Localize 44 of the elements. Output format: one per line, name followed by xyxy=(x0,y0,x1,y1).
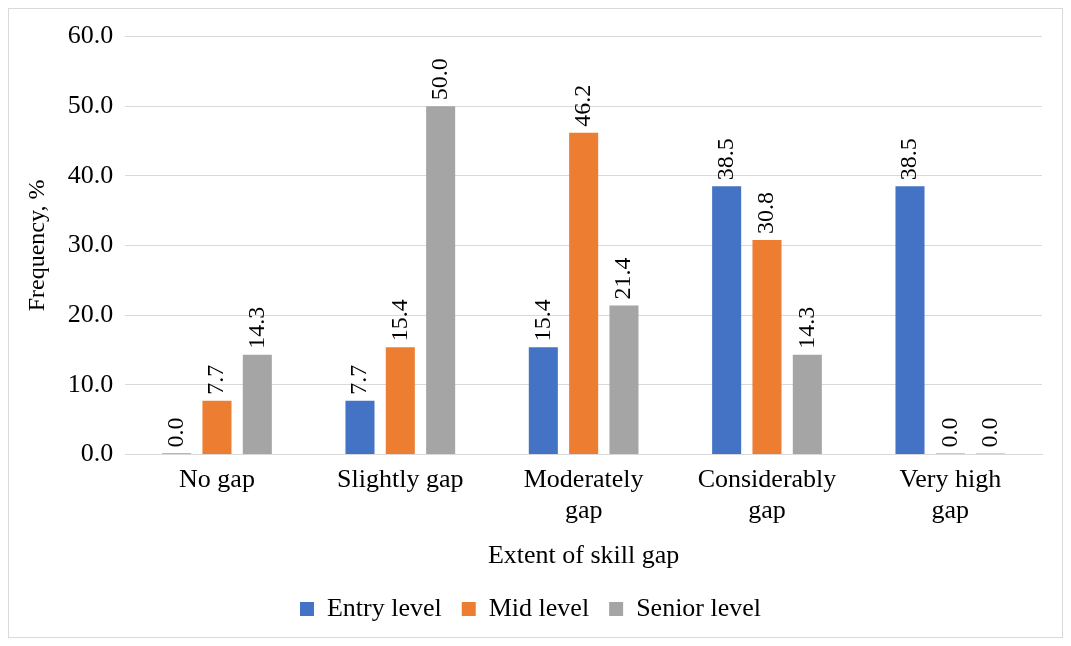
y-tick-label: 60.0 xyxy=(67,20,114,50)
data-label: 50.0 xyxy=(425,58,452,101)
y-tick-label: 0.0 xyxy=(80,438,114,468)
x-tick-label: No gap xyxy=(179,463,255,493)
data-label: 14.3 xyxy=(792,306,819,349)
data-label: 30.8 xyxy=(752,191,779,234)
data-label: 0.0 xyxy=(975,417,1002,448)
data-label: 14.3 xyxy=(242,306,269,349)
data-label: 7.7 xyxy=(345,364,372,395)
x-tick-label: Moderately gap xyxy=(523,463,644,525)
bar xyxy=(792,354,822,454)
data-label: 15.4 xyxy=(385,299,412,342)
legend-label: Entry level xyxy=(326,592,442,622)
bar xyxy=(385,347,415,454)
data-label: 38.5 xyxy=(895,138,922,181)
y-axis-title: Frequency, % xyxy=(22,179,49,312)
bar xyxy=(345,400,375,454)
bar xyxy=(609,305,639,454)
data-label: 38.5 xyxy=(711,138,738,181)
legend-label: Senior level xyxy=(636,592,762,622)
bar xyxy=(202,400,232,454)
bar xyxy=(242,354,272,454)
x-axis-title: Extent of skill gap xyxy=(487,540,680,570)
x-tick-label: Slightly gap xyxy=(337,463,464,493)
data-label: 0.0 xyxy=(935,417,962,448)
y-tick-label: 40.0 xyxy=(67,159,114,189)
bar xyxy=(895,186,925,454)
data-label: 7.7 xyxy=(202,364,229,395)
data-label: 0.0 xyxy=(161,417,188,448)
bar xyxy=(569,132,599,454)
y-tick-label: 50.0 xyxy=(67,90,114,120)
bar xyxy=(528,347,558,454)
y-tick-label: 20.0 xyxy=(67,298,114,328)
legend-label: Mid level xyxy=(488,592,590,622)
y-tick-label: 30.0 xyxy=(67,229,114,259)
data-label: 21.4 xyxy=(609,257,636,300)
data-label: 15.4 xyxy=(528,299,555,342)
bar xyxy=(752,239,782,454)
y-tick-label: 10.0 xyxy=(67,368,114,398)
x-tick-label: Very high gap xyxy=(899,463,1002,525)
x-tick-label: Considerably gap xyxy=(697,463,837,525)
bar xyxy=(426,106,456,454)
data-label: 46.2 xyxy=(568,84,595,127)
bar xyxy=(712,186,742,454)
